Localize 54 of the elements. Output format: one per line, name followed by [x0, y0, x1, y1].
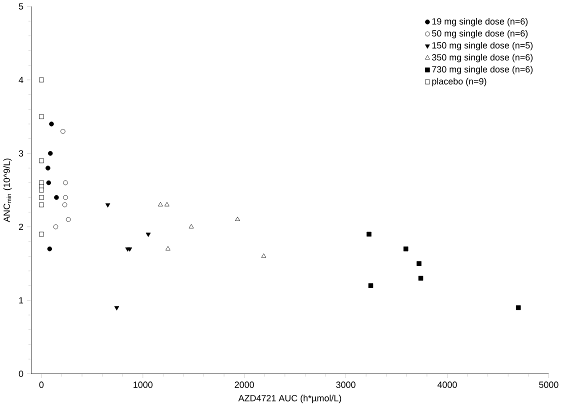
y-tick-label: 5: [18, 3, 24, 10]
point: [368, 283, 374, 288]
point: [63, 194, 68, 200]
point: [62, 202, 68, 207]
point: [166, 246, 170, 250]
point: [39, 114, 44, 119]
point: [39, 194, 44, 200]
x-tick-label: 4000: [437, 381, 457, 388]
point: [146, 232, 151, 237]
point: [39, 188, 44, 192]
point: [39, 202, 44, 207]
point: [60, 128, 66, 134]
x-tick-label: 3000: [336, 381, 356, 388]
y-axis-title: ANC$_{min}$ (10^9/L): [3, 158, 12, 222]
point: [39, 232, 44, 236]
legend-label: placebo (n=9): [432, 78, 486, 86]
x-tick-label: 0: [39, 381, 44, 388]
y-tick-label: 1: [19, 297, 24, 304]
point: [188, 224, 194, 228]
x-tick-label: 2000: [234, 381, 254, 388]
y-tick-label: 4: [18, 76, 24, 83]
point: [63, 180, 68, 185]
point: [516, 305, 521, 310]
legend-label: 150 mg single dose (n=5): [432, 42, 533, 50]
x-tick-label: 5000: [539, 381, 558, 388]
x-tick-label: 1000: [134, 381, 153, 388]
legend-label: 350 mg single dose (n=6): [432, 54, 533, 62]
point: [47, 246, 52, 252]
point: [39, 77, 44, 82]
point: [366, 232, 372, 236]
point: [49, 121, 54, 126]
legend-label: 730 mg single dose (n=6): [432, 66, 533, 74]
x-axis-title: AZD4721 AUC (h*µmol/L): [238, 394, 342, 403]
point: [235, 216, 240, 221]
point: [416, 260, 422, 266]
y-tick-label: 3: [18, 150, 24, 156]
point: [164, 202, 170, 206]
point: [48, 150, 53, 156]
point: [261, 253, 266, 258]
point: [54, 194, 59, 200]
y-tick-label: 0: [18, 370, 24, 377]
point: [53, 224, 58, 230]
point: [46, 165, 50, 170]
point: [105, 203, 110, 208]
legend-label: 50 mg single dose (n=6): [432, 30, 528, 38]
point: [46, 180, 52, 185]
point: [158, 202, 163, 206]
point: [418, 276, 424, 280]
point: [39, 158, 44, 163]
point: [66, 216, 71, 222]
point: [403, 246, 408, 252]
y-tick-label: 2: [18, 223, 24, 230]
legend-label: 19 mg single dose (n=6): [432, 18, 528, 26]
point: [114, 306, 120, 310]
